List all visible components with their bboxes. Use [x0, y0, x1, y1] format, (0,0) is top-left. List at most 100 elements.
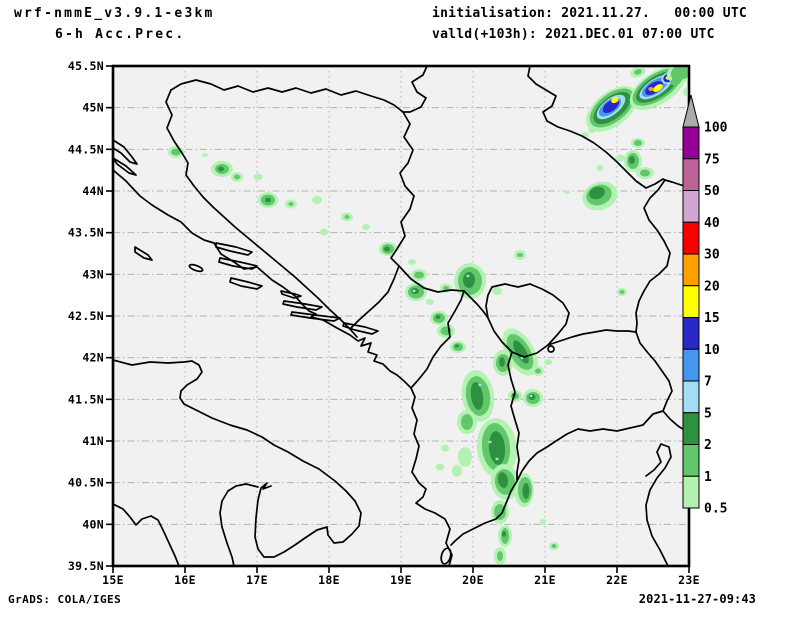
precip-cell	[478, 383, 482, 387]
island-sliver	[113, 157, 137, 176]
precip-cell	[253, 173, 263, 181]
precip-cell	[589, 186, 605, 200]
lon-label: 19E	[390, 573, 412, 587]
precip-cell	[344, 215, 350, 219]
precip-cell	[455, 344, 459, 348]
colorbar-segment	[682, 444, 700, 477]
precip-cell	[384, 246, 390, 252]
lon-label: 20E	[462, 573, 484, 587]
precip-cell	[640, 169, 650, 177]
colorbar-segment	[682, 158, 700, 191]
border-kosovo-nw	[463, 290, 489, 319]
island-corfu	[440, 547, 452, 565]
colorbar-segment	[682, 475, 700, 509]
precip-cell	[564, 190, 570, 194]
precip-cell	[517, 253, 523, 257]
colorbar-segment	[682, 221, 700, 255]
country-borders	[113, 66, 689, 566]
island-korcula	[342, 322, 379, 335]
coastline-adriatic	[113, 169, 453, 566]
precip-cell	[470, 382, 484, 410]
precip-field	[168, 66, 689, 565]
border-sava	[170, 79, 404, 113]
precip-cell	[495, 457, 499, 461]
precip-cell	[452, 465, 462, 477]
precip-cell	[539, 519, 547, 525]
lat-label: 42.5N	[68, 309, 104, 323]
lon-label: 21E	[534, 573, 556, 587]
border-enclave-loop	[547, 345, 555, 353]
precip-cell	[502, 531, 506, 537]
colorbar-label: 15	[704, 311, 720, 326]
colorbar-label: 75	[704, 152, 720, 167]
axis-labels: 15E 16E 17E 18E 19E 20E 21E 22E 23E 45.5N 45N 44.5N…	[68, 59, 700, 587]
precip-cell	[441, 444, 449, 452]
colorbar-label: 10	[704, 343, 720, 358]
precip-cell	[529, 394, 533, 398]
precip-cell	[514, 331, 518, 335]
lon-label: 23E	[678, 573, 700, 587]
border-montenegro-albania	[410, 290, 465, 389]
colorbar-segment	[682, 412, 700, 445]
colorbar-label: 7	[704, 375, 712, 390]
precip-cell	[497, 551, 503, 561]
precip-cell	[412, 289, 416, 293]
precip-cell	[461, 414, 473, 430]
precip-cell	[435, 315, 441, 319]
colorbar-segment	[682, 317, 700, 350]
lat-label: 43N	[82, 267, 104, 281]
lat-label: 43.5N	[68, 226, 104, 240]
precip-cell	[362, 224, 370, 230]
creation-timestamp: 2021-11-27-09:43	[638, 592, 756, 606]
precip-cell	[466, 274, 470, 278]
precip-cell	[528, 394, 536, 400]
lat-label: 41N	[82, 434, 104, 448]
precip-cell	[535, 368, 541, 374]
precip-cell	[615, 154, 625, 162]
precip-cell	[312, 196, 322, 204]
colorbar-segment	[682, 285, 700, 318]
coastline-gulf-of-taranto	[219, 483, 259, 566]
precip-cell	[544, 359, 552, 365]
precip-cell	[458, 447, 472, 467]
border-macedonia-greece	[450, 410, 664, 546]
precip-cell	[497, 472, 509, 488]
border-kosovo	[485, 283, 570, 358]
island-sliver	[280, 290, 302, 299]
colorbar-label: 0.5	[704, 502, 727, 517]
border-serbia-bulgaria	[635, 179, 689, 434]
precip-cell	[171, 148, 181, 156]
precip-cell	[551, 544, 557, 548]
border-serbia-macedonia	[547, 329, 637, 346]
colorbar-segment	[682, 126, 700, 160]
island-brac-hvar	[282, 300, 323, 311]
precip-cell	[619, 290, 625, 294]
precip-cell	[683, 87, 689, 97]
island-sliver	[218, 257, 258, 270]
precip-cell	[234, 174, 240, 180]
precip-cell	[611, 96, 619, 104]
island-pag	[113, 139, 138, 165]
precip-cell	[653, 84, 663, 92]
model-title: wrf-nmmE_v3.9.1-e3km	[14, 6, 215, 21]
precip-cell	[436, 463, 444, 471]
border-drina	[390, 111, 465, 293]
lon-label: 22E	[606, 573, 628, 587]
precip-cell	[320, 228, 328, 236]
island-dugi-otok	[215, 242, 253, 256]
border-bosnia-croatia-west	[165, 89, 358, 338]
precip-cell	[629, 156, 635, 164]
island-oval	[188, 263, 204, 273]
island-sliver	[229, 277, 263, 290]
lat-label: 44.5N	[68, 142, 104, 156]
precip-cell	[202, 153, 208, 157]
precip-cell	[634, 140, 642, 146]
coastline-aegean	[645, 443, 672, 566]
colorbar-label: 50	[704, 184, 720, 199]
island-sliver	[290, 311, 341, 322]
colorbar-label: 1	[704, 470, 712, 485]
island-sliver	[134, 246, 153, 261]
colorbar-label: 2	[704, 438, 712, 453]
precip-cell	[408, 259, 416, 265]
